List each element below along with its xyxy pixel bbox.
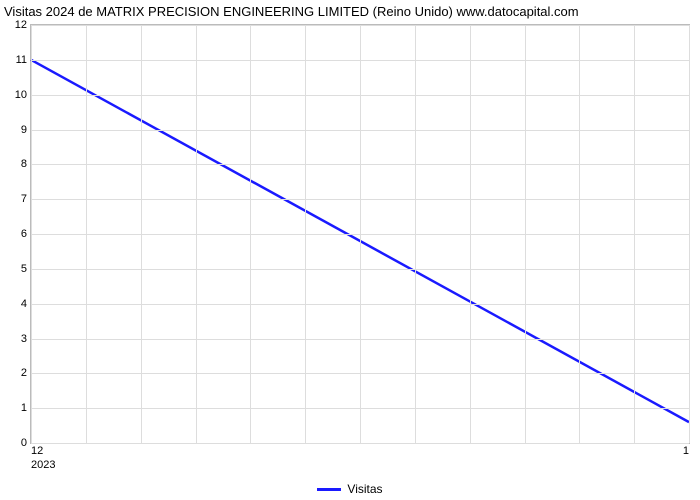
y-tick-label: 9 xyxy=(21,124,27,136)
y-tick-label: 11 xyxy=(16,54,27,66)
y-tick-label: 4 xyxy=(21,298,27,310)
gridline-v xyxy=(634,25,635,443)
gridline-v xyxy=(86,25,87,443)
gridline-h xyxy=(31,443,689,444)
gridline-v xyxy=(415,25,416,443)
chart-title: Visitas 2024 de MATRIX PRECISION ENGINEE… xyxy=(0,0,700,21)
y-tick-label: 5 xyxy=(21,263,27,275)
gridline-v xyxy=(470,25,471,443)
legend: Visitas xyxy=(0,482,700,496)
gridline-v xyxy=(305,25,306,443)
gridline-v xyxy=(141,25,142,443)
y-tick-label: 12 xyxy=(15,19,27,31)
y-tick-label: 1 xyxy=(21,402,27,414)
x-tick-label: 1 xyxy=(683,445,689,457)
gridline-v xyxy=(250,25,251,443)
gridline-v xyxy=(196,25,197,443)
legend-label: Visitas xyxy=(347,482,382,496)
gridline-v xyxy=(579,25,580,443)
legend-swatch xyxy=(317,488,341,491)
y-tick-label: 7 xyxy=(21,193,27,205)
y-tick-label: 0 xyxy=(21,437,27,449)
y-tick-label: 8 xyxy=(21,158,27,170)
gridline-v xyxy=(525,25,526,443)
x-tick-label: 12 xyxy=(31,445,43,457)
y-tick-label: 10 xyxy=(15,89,27,101)
y-tick-label: 2 xyxy=(21,367,27,379)
gridline-v xyxy=(360,25,361,443)
y-tick-label: 6 xyxy=(21,228,27,240)
chart-area: 01234567891011121212023 xyxy=(30,24,690,444)
y-tick-label: 3 xyxy=(21,333,27,345)
plot-box: 01234567891011121212023 xyxy=(30,24,690,444)
gridline-v xyxy=(31,25,32,443)
x-sub-label: 2023 xyxy=(31,459,55,471)
gridline-v xyxy=(689,25,690,443)
